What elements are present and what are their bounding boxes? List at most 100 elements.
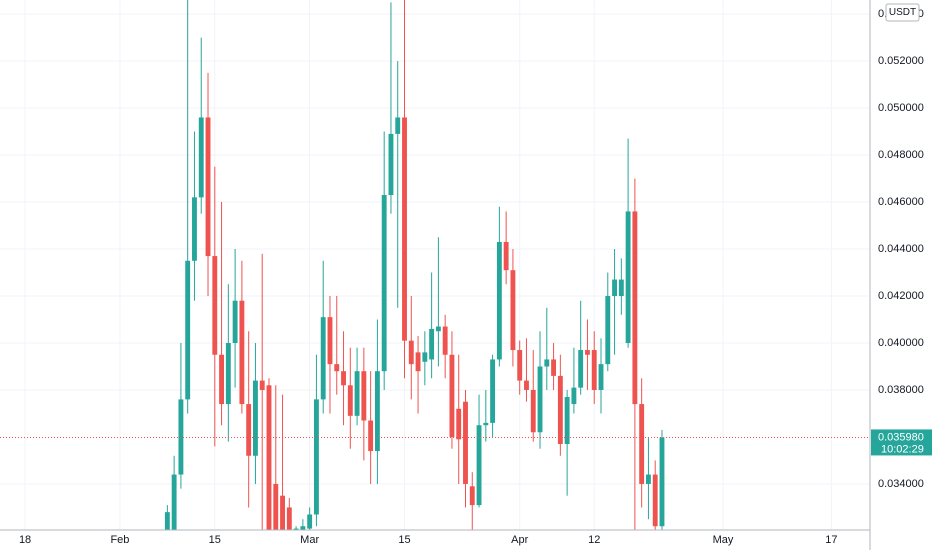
currency-box	[885, 3, 920, 22]
candle-body	[212, 256, 218, 355]
x-tick-label: May	[713, 534, 734, 546]
candle-body	[490, 359, 496, 423]
candle-body	[293, 528, 299, 530]
currency-label: USDT	[889, 7, 916, 18]
candle-body	[544, 359, 550, 367]
candle-body	[307, 514, 313, 529]
x-tick-label: 12	[588, 534, 600, 546]
axis-labels: 0.034000 0.038000 0.040000 0.042000 0.044000…	[19, 8, 924, 546]
candle-body	[591, 350, 597, 390]
candle-body	[219, 354, 225, 405]
x-tick-label: Feb	[110, 534, 129, 546]
y-tick-label: 0.050000	[878, 102, 924, 114]
candle-body	[246, 404, 252, 456]
candle-body	[551, 359, 557, 376]
y-tick-label: 0.038000	[878, 384, 924, 396]
candle-body	[652, 474, 658, 527]
candle-body	[320, 317, 326, 400]
candle-body	[280, 495, 285, 530]
candle-body	[347, 385, 353, 416]
candle-body	[496, 241, 502, 360]
candle-body	[381, 194, 387, 372]
candle-body	[435, 326, 441, 332]
candle-body	[273, 483, 279, 530]
candle-body	[171, 474, 177, 530]
candle-body	[259, 380, 265, 390]
grid	[0, 0, 870, 530]
y-tick-label: 0.048000	[878, 149, 924, 161]
candle-body	[368, 420, 374, 452]
y-tick-label: 0.044000	[878, 243, 924, 255]
candle-body	[449, 354, 455, 437]
x-tick-label: Mar	[300, 534, 319, 546]
candle-body	[266, 385, 272, 530]
candle-body	[456, 408, 462, 440]
candle-body	[585, 350, 590, 355]
candle-body	[442, 326, 448, 355]
candle-body	[618, 279, 624, 297]
x-tick-label: 15	[398, 534, 410, 546]
candle-body	[164, 512, 170, 530]
candle-body	[327, 317, 333, 365]
candle-body	[239, 300, 245, 405]
candle-body	[625, 211, 631, 343]
candle-body	[374, 371, 380, 452]
candle-body	[469, 486, 475, 506]
candle-body	[205, 117, 211, 257]
candle-body	[402, 117, 407, 341]
y-tick-label: 0.052000	[878, 55, 924, 67]
candle-body	[388, 133, 394, 195]
candle-body	[225, 342, 231, 405]
candle-body	[605, 296, 611, 365]
y-tick-label: 0.040000	[878, 337, 924, 349]
candle-body	[354, 371, 360, 416]
candle-body	[659, 437, 665, 527]
candle-body	[408, 340, 414, 365]
candle-body	[341, 371, 346, 386]
candle-body	[557, 375, 563, 445]
candle-body	[571, 387, 577, 405]
candle-body	[192, 197, 197, 261]
candle-body	[334, 364, 340, 372]
x-tick-label: 17	[825, 534, 837, 546]
y-tick-label: 0.046000	[878, 196, 924, 208]
candle-body	[645, 474, 651, 484]
candle-body	[300, 526, 306, 530]
candle-body	[510, 270, 516, 351]
candles	[164, 0, 665, 530]
candle-body	[476, 425, 482, 506]
y-tick-label: 0.042000	[878, 290, 924, 302]
candle-body	[395, 117, 401, 134]
candle-body	[415, 352, 421, 372]
candle-body	[253, 380, 258, 456]
last-price-box	[871, 429, 932, 456]
candle-body	[632, 211, 638, 405]
last-price-label: 0.035980	[878, 431, 924, 443]
candle-body	[361, 371, 367, 421]
candle-body	[232, 300, 238, 343]
candle-body	[537, 366, 543, 433]
candle-body	[483, 422, 489, 426]
candle-body	[578, 350, 584, 388]
x-tick-label: 15	[209, 534, 221, 546]
candle-body	[639, 404, 645, 484]
candle-body	[503, 241, 509, 271]
candle-body	[524, 380, 529, 390]
candle-body	[517, 350, 523, 381]
candle-body	[313, 399, 319, 515]
candle-body	[429, 328, 435, 360]
candle-body	[463, 401, 468, 484]
candle-body	[598, 364, 604, 390]
y-tick-label: 0.034000	[878, 478, 924, 490]
x-tick-label: Apr	[511, 534, 528, 546]
x-tick-label: 18	[19, 534, 31, 546]
candle-body	[422, 352, 428, 362]
candle-body	[198, 117, 204, 198]
candle-body	[564, 397, 570, 445]
countdown-label: 10:02:29	[881, 443, 924, 455]
candle-body	[612, 279, 617, 297]
candle-body	[185, 260, 191, 400]
candle-body	[286, 507, 292, 530]
candle-body	[530, 389, 536, 433]
